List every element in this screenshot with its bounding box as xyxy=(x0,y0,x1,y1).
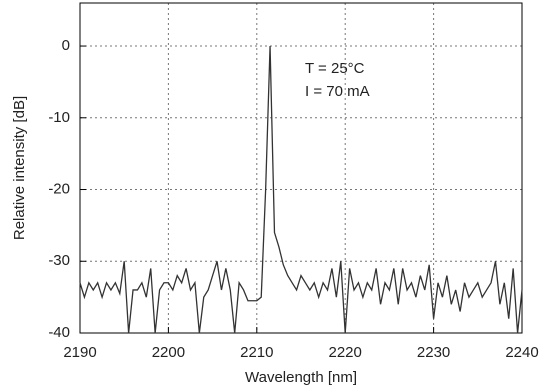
y-axis-title: Relative intensity [dB] xyxy=(11,96,28,240)
y-tick-label: 0 xyxy=(62,37,70,54)
y-tick-label: -10 xyxy=(48,109,70,126)
x-tick-label: 2200 xyxy=(152,344,185,361)
x-tick-label: 2220 xyxy=(329,344,362,361)
y-tick-label: -40 xyxy=(48,324,70,341)
plot-frame xyxy=(79,2,523,334)
x-tick-label: 2210 xyxy=(240,344,273,361)
spectrum-line xyxy=(79,46,523,334)
annotation: T = 25°C xyxy=(305,60,365,77)
x-axis-title: Wavelength [nm] xyxy=(245,369,357,386)
x-tick-label: 2190 xyxy=(63,344,96,361)
y-tick-label: -30 xyxy=(48,252,70,269)
x-tick-label: 2230 xyxy=(417,344,450,361)
annotation: I = 70 mA xyxy=(305,83,370,100)
x-tick-label: 2240 xyxy=(505,344,538,361)
y-tick-label: -20 xyxy=(48,180,70,197)
